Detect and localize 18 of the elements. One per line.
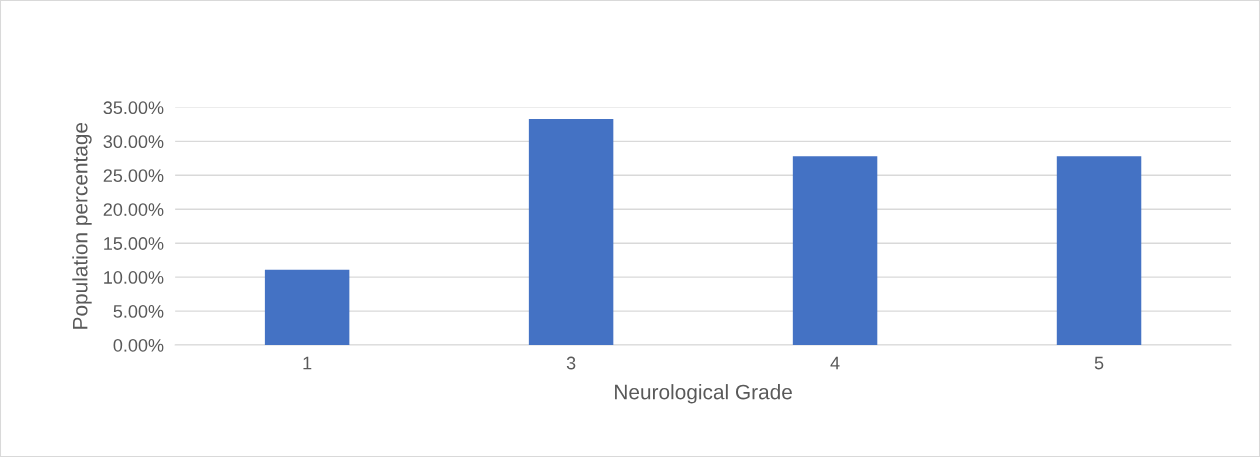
y-tick-label: 0.00% — [113, 338, 164, 352]
x-axis-title: Neurological Grade — [615, 384, 792, 404]
bar — [1056, 156, 1142, 346]
y-axis-title: Population percentage — [72, 122, 92, 329]
bar — [264, 269, 350, 346]
y-tick-label: 15.00% — [104, 237, 164, 250]
x-tick-label: 1 — [303, 356, 312, 370]
y-tick-label: 35.00% — [103, 101, 164, 115]
y-tick-label: 20.00% — [103, 203, 164, 216]
bar — [792, 156, 878, 346]
y-tick-label: 30.00% — [103, 135, 164, 149]
x-tick-label: 3 — [566, 356, 576, 370]
y-tick-label: 25.00% — [103, 169, 164, 183]
x-tick-label: 4 — [830, 356, 840, 370]
bar — [528, 118, 614, 346]
y-tick-label: 10.00% — [104, 271, 164, 284]
x-tick-label: 5 — [1094, 356, 1104, 370]
y-tick-label: 5.00% — [113, 305, 164, 318]
